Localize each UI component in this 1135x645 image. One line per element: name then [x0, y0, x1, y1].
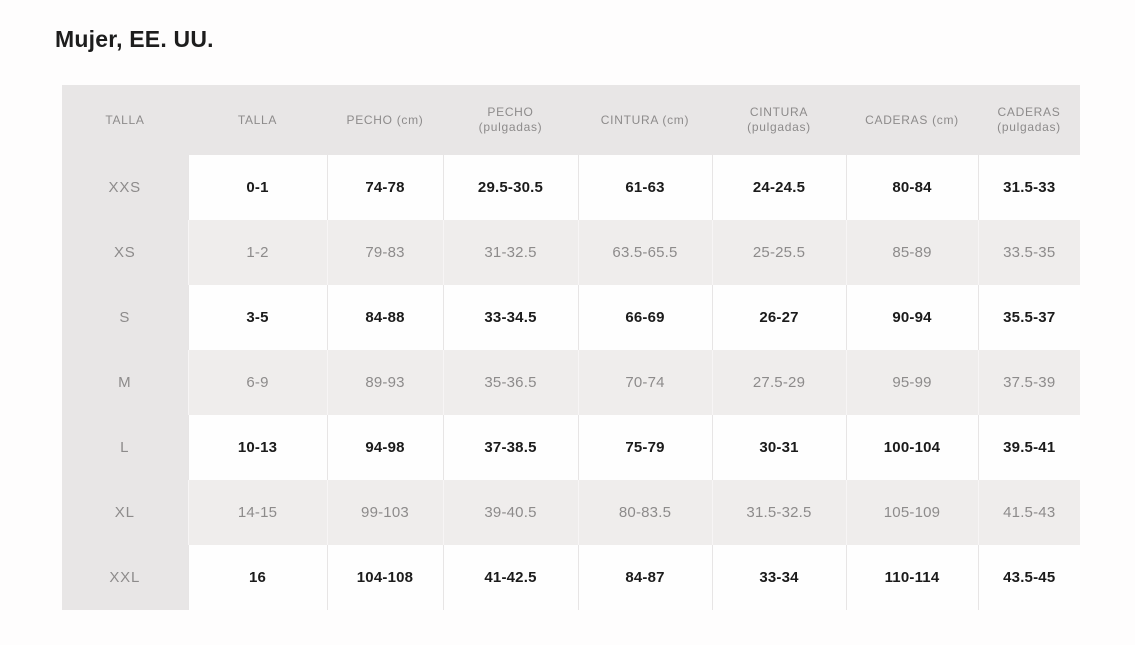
size-value-cell: 110-114: [845, 545, 978, 610]
size-value-cell: 84-87: [577, 545, 712, 610]
header-text: PECHO (cm): [346, 112, 424, 127]
size-value-cell: 35.5-37: [977, 285, 1080, 350]
size-value-cell: 16: [187, 545, 327, 610]
size-value-cell: 39-40.5: [442, 480, 578, 545]
size-value-cell: 14-15: [187, 480, 327, 545]
size-value-cell: 33-34.5: [442, 285, 578, 350]
table-row: XL 14-15 99-103 39-40.5 80-83.5 31.5-32.5 105-…: [62, 480, 1080, 545]
header-text: CADERAS: [997, 105, 1061, 119]
header-cell-talla-num: TALLA: [188, 85, 327, 155]
size-value-cell: 70-74: [577, 350, 712, 415]
size-table: TALLA TALLA PECHO (cm) PECHO (pulgadas) …: [62, 85, 1080, 610]
size-value-cell: 27.5-29: [711, 350, 846, 415]
size-value-cell: 41-42.5: [442, 545, 578, 610]
size-value-cell: 66-69: [577, 285, 712, 350]
size-value-cell: 85-89: [845, 220, 978, 285]
size-value-cell: 37.5-39: [977, 350, 1080, 415]
size-label-cell: XS: [62, 220, 188, 285]
header-cell-cintura-cm: CINTURA (cm): [578, 85, 712, 155]
header-text: PECHO: [487, 105, 534, 119]
table-row: S 3-5 84-88 33-34.5 66-69 26-27 90-94 35.5-37: [62, 285, 1080, 350]
size-value-cell: 35-36.5: [442, 350, 578, 415]
header-text: TALLA: [105, 112, 145, 127]
size-table-body: XXS 0-1 74-78 29.5-30.5 61-63 24-24.5 80-84 31.…: [62, 155, 1080, 610]
header-text: CINTURA: [749, 105, 809, 119]
size-value-cell: 75-79: [577, 415, 712, 480]
header-cell-caderas-cm: CADERAS (cm): [846, 85, 978, 155]
size-value-cell: 89-93: [326, 350, 443, 415]
size-label-cell: XXS: [62, 155, 188, 220]
size-value-cell: 29.5-30.5: [442, 155, 578, 220]
header-cell-caderas-in: CADERAS (pulgadas): [978, 85, 1080, 155]
size-label-cell: XL: [62, 480, 188, 545]
size-label-cell: S: [62, 285, 188, 350]
size-value-cell: 99-103: [326, 480, 443, 545]
size-value-cell: 95-99: [845, 350, 978, 415]
size-label-cell: M: [62, 350, 188, 415]
header-subtext: (pulgadas): [478, 120, 543, 134]
size-value-cell: 3-5: [187, 285, 327, 350]
size-value-cell: 104-108: [326, 545, 443, 610]
size-value-cell: 63.5-65.5: [577, 220, 712, 285]
size-value-cell: 31.5-33: [977, 155, 1080, 220]
size-value-cell: 33.5-35: [977, 220, 1080, 285]
size-value-cell: 79-83: [326, 220, 443, 285]
size-value-cell: 31.5-32.5: [711, 480, 846, 545]
header-subtext: (pulgadas): [997, 120, 1061, 134]
header-cell-cintura-in: CINTURA (pulgadas): [712, 85, 846, 155]
header-text: CADERAS (cm): [865, 112, 959, 127]
size-value-cell: 1-2: [187, 220, 327, 285]
size-value-cell: 26-27: [711, 285, 846, 350]
size-value-cell: 105-109: [845, 480, 978, 545]
header-cell-pecho-in: PECHO (pulgadas): [443, 85, 578, 155]
table-row: XXL 16 104-108 41-42.5 84-87 33-34 110-114 43.5…: [62, 545, 1080, 610]
size-label-cell: L: [62, 415, 188, 480]
size-value-cell: 74-78: [326, 155, 443, 220]
header-text: TALLA: [237, 112, 278, 127]
header-text: CINTURA (cm): [600, 112, 690, 127]
table-row: M 6-9 89-93 35-36.5 70-74 27.5-29 95-99 37.5-39: [62, 350, 1080, 415]
header-cell-pecho-cm: PECHO (cm): [327, 85, 443, 155]
table-row: XS 1-2 79-83 31-32.5 63.5-65.5 25-25.5 85-89 33…: [62, 220, 1080, 285]
size-value-cell: 10-13: [187, 415, 327, 480]
table-row: L 10-13 94-98 37-38.5 75-79 30-31 100-104 39.5-…: [62, 415, 1080, 480]
page-title: Mujer, EE. UU.: [55, 26, 214, 52]
size-value-cell: 24-24.5: [711, 155, 846, 220]
size-value-cell: 31-32.5: [442, 220, 578, 285]
size-value-cell: 61-63: [577, 155, 712, 220]
size-value-cell: 33-34: [711, 545, 846, 610]
header-row: TALLA TALLA PECHO (cm) PECHO (pulgadas) …: [62, 85, 1080, 155]
header-cell-talla-label: TALLA: [62, 85, 188, 155]
size-value-cell: 30-31: [711, 415, 846, 480]
size-value-cell: 43.5-45: [977, 545, 1080, 610]
size-value-cell: 41.5-43: [977, 480, 1080, 545]
size-value-cell: 39.5-41: [977, 415, 1080, 480]
table-row: XXS 0-1 74-78 29.5-30.5 61-63 24-24.5 80-84 31.…: [62, 155, 1080, 220]
size-value-cell: 6-9: [187, 350, 327, 415]
size-value-cell: 0-1: [187, 155, 327, 220]
size-label-cell: XXL: [62, 545, 188, 610]
size-value-cell: 90-94: [845, 285, 978, 350]
size-value-cell: 100-104: [845, 415, 978, 480]
size-table-header: TALLA TALLA PECHO (cm) PECHO (pulgadas) …: [62, 85, 1080, 155]
header-subtext: (pulgadas): [747, 120, 811, 134]
size-value-cell: 80-83.5: [577, 480, 712, 545]
size-value-cell: 80-84: [845, 155, 978, 220]
size-value-cell: 84-88: [326, 285, 443, 350]
size-value-cell: 37-38.5: [442, 415, 578, 480]
size-value-cell: 94-98: [326, 415, 443, 480]
size-value-cell: 25-25.5: [711, 220, 846, 285]
